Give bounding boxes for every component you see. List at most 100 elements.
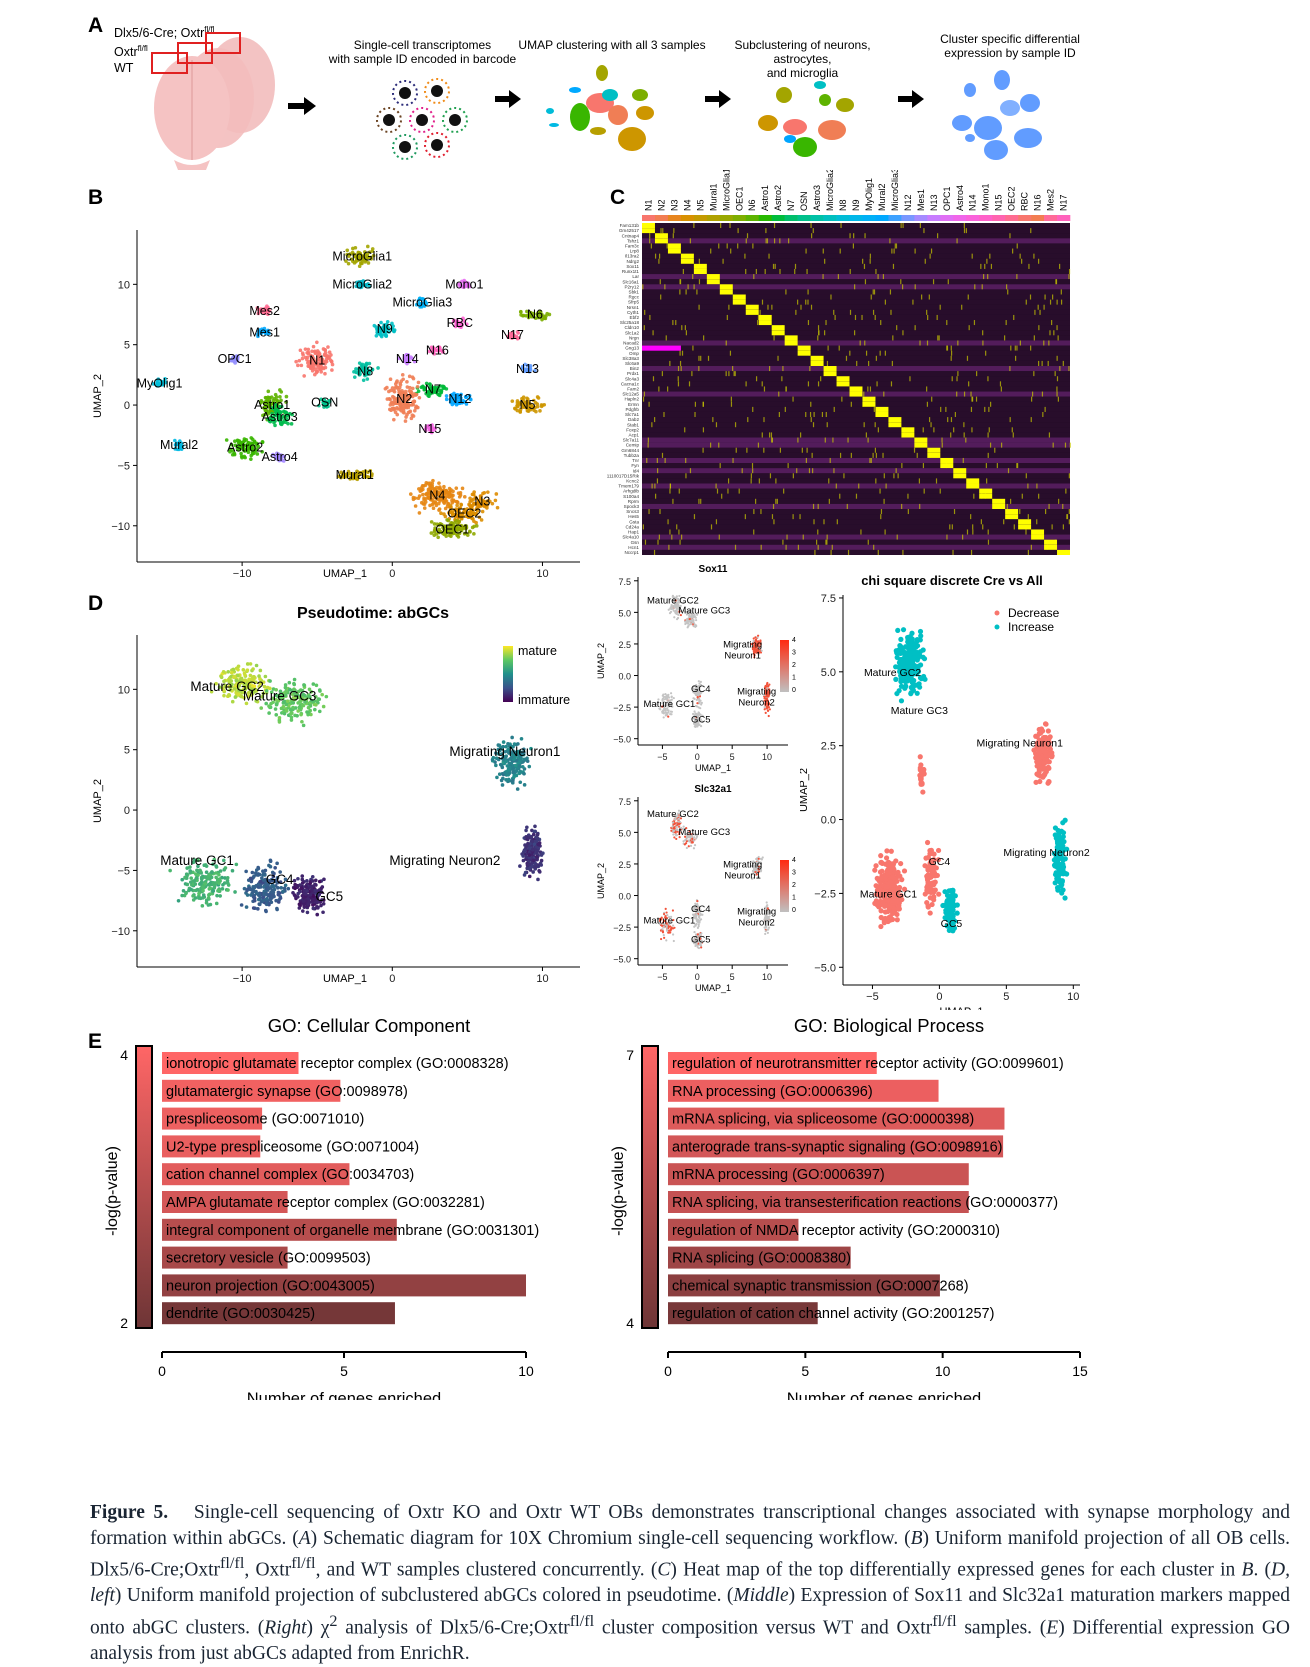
heatmap-cell (646, 457, 648, 464)
heatmap-row (642, 381, 1070, 387)
cell-point (671, 607, 674, 610)
cell-point (311, 361, 316, 366)
cell-point (695, 837, 698, 840)
right-arrow-icon (705, 90, 731, 113)
cell-point (756, 862, 759, 865)
cell-point (308, 885, 313, 889)
cell-point (461, 316, 465, 321)
heatmap-row (642, 340, 1070, 346)
heatmap-gene-label: Tubb2a (624, 453, 640, 458)
cell-point (431, 478, 435, 483)
cell-point (309, 364, 313, 369)
heatmap-cell (1016, 463, 1018, 469)
cell-point (766, 681, 769, 685)
heatmap-cell-high (966, 478, 980, 484)
cell-point (400, 406, 405, 410)
heatmap-row (642, 549, 1070, 555)
right-arrow-icon (495, 90, 521, 113)
cluster-label: N5 (519, 398, 535, 412)
heatmap-row (642, 248, 1070, 254)
cell-point (363, 370, 367, 374)
cell-point (668, 704, 671, 707)
cell-point (688, 832, 691, 835)
cell-point (539, 858, 544, 863)
cell-icon (409, 107, 436, 133)
y-tick-label: −10 (111, 521, 130, 533)
heatmap-cell (1011, 427, 1013, 433)
cell-point (185, 882, 190, 887)
cell-point (180, 444, 185, 448)
cell-point (457, 495, 462, 499)
cell-point (257, 902, 262, 907)
heatmap-cell (1062, 360, 1064, 367)
heatmap-cell (941, 437, 943, 443)
cluster-label: Mature GC2 (647, 596, 699, 607)
cell-point (456, 535, 461, 539)
cell-point (661, 705, 664, 708)
cell-point (682, 840, 685, 843)
heatmap-cell (664, 284, 666, 290)
cell-point (321, 910, 325, 915)
heatmap-cluster-color-bar (1044, 215, 1058, 221)
heatmap-cell-high (1044, 544, 1058, 550)
cell-point (330, 368, 334, 372)
heatmap-cell (835, 483, 837, 489)
cell-point (392, 389, 397, 394)
cell-point (388, 397, 392, 402)
heatmap-cell (685, 289, 687, 295)
cell-point (691, 837, 694, 840)
cell-point (264, 329, 269, 334)
cell-point (204, 864, 209, 868)
cell-point (305, 710, 309, 714)
cell-point (421, 492, 425, 497)
cell-point (695, 712, 698, 716)
cell-point (759, 651, 763, 654)
cell-point (313, 882, 317, 887)
cell-point (319, 359, 323, 363)
heatmap-cell (764, 268, 766, 275)
heatmap-cell (936, 314, 938, 321)
heatmap-cell (830, 294, 832, 300)
heatmap-cell (1012, 432, 1014, 438)
heatmap-cell (889, 289, 892, 295)
cell-point (283, 877, 288, 882)
heatmap-row (642, 473, 1070, 479)
cell-point (316, 363, 321, 368)
heatmap-cell (1069, 442, 1071, 448)
heatmap-cluster-label: N2 (656, 199, 666, 211)
heatmap-cell (853, 233, 855, 239)
cell-point (272, 871, 276, 876)
heatmap-cell-high (758, 314, 772, 321)
heatmap-cell-high (901, 427, 915, 433)
heatmap-cell (939, 304, 941, 310)
heatmap-cell (729, 350, 732, 356)
heatmap-cell (785, 544, 787, 550)
cell-point (752, 637, 755, 640)
heatmap-cell (916, 452, 918, 458)
cell-point (248, 876, 253, 881)
cell-point (270, 883, 275, 887)
cell-point (506, 335, 511, 339)
genotype-wt: WT (114, 61, 134, 76)
cell-point (691, 614, 694, 617)
heatmap-gene-label: Slc7a11 (623, 438, 640, 443)
heatmap-cluster-color-bar (706, 215, 721, 221)
cell-point (251, 889, 256, 894)
cell-point (436, 530, 441, 535)
cell-point (204, 870, 209, 875)
cell-point (396, 387, 401, 392)
cell-point (407, 359, 411, 364)
heatmap-cell (805, 299, 807, 305)
cell-point (275, 861, 279, 866)
cell-point (527, 312, 532, 316)
cell-point (309, 356, 314, 361)
cell-point (393, 401, 398, 406)
cell-point (159, 379, 163, 384)
cell-point (657, 698, 660, 701)
heatmap-cell (988, 427, 990, 433)
cell-point (302, 374, 306, 378)
cell-point (353, 245, 358, 250)
heatmap-cell (654, 483, 656, 489)
heatmap-cell (990, 263, 993, 269)
cluster-label: N1 (309, 353, 325, 367)
